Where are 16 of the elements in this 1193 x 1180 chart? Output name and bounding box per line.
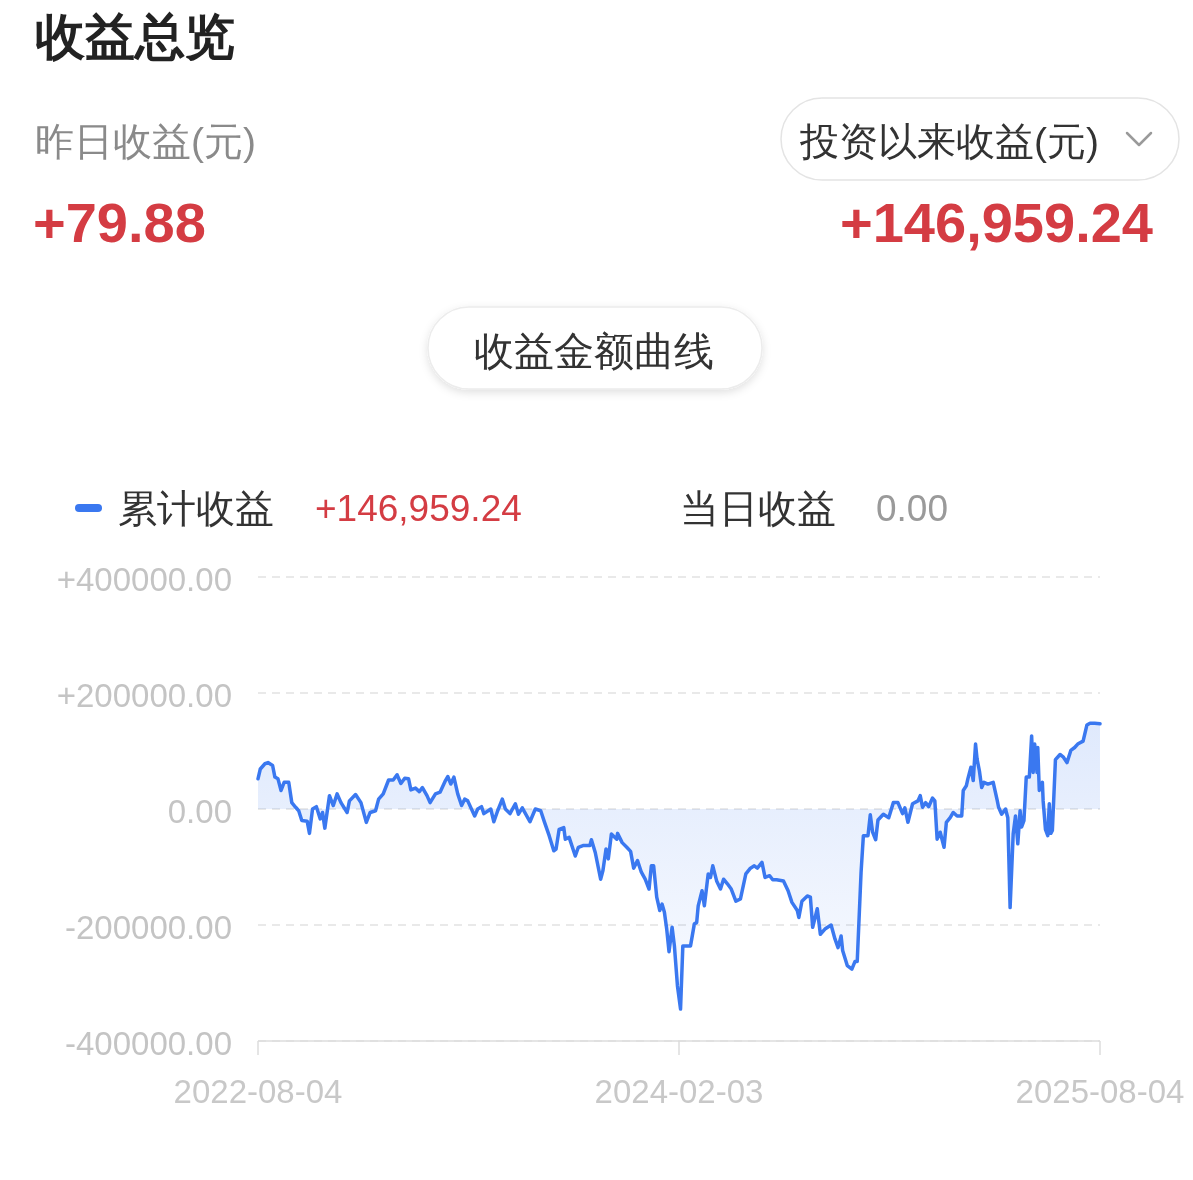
text: +146,959.24: [840, 190, 1153, 254]
legend: 累计收益: [75, 486, 274, 530]
chart-title: 收益总览: [35, 9, 235, 65]
text: +79.88: [33, 190, 206, 254]
y-tick-label: +400000.00: [56, 560, 232, 598]
y-tick-label: 0.00: [167, 792, 232, 830]
y-tick-label: +200000.00: [56, 676, 232, 714]
text: 0.00: [876, 487, 949, 529]
y-tick-label: -400000.00: [65, 1024, 232, 1062]
text: 昨日收益(元): [35, 119, 256, 163]
text: +146,959.24: [315, 487, 522, 529]
y-tick-label: -200000.00: [65, 908, 232, 946]
text: 当日收益: [680, 486, 836, 530]
legend-label: 累计收益: [118, 486, 274, 530]
text: 收益金额曲线: [474, 329, 714, 373]
control-dropdown: 投资以来收益(元): [780, 97, 1180, 181]
